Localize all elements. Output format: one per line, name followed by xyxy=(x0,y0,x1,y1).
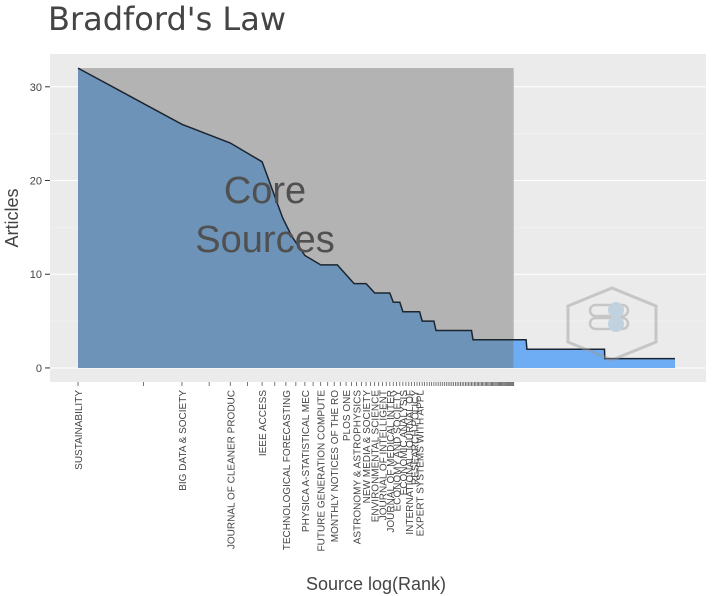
y-tick-label: 20 xyxy=(30,176,42,188)
x-tick-label: EXPERT SYSTEMS WITH APPL xyxy=(416,390,427,537)
x-tick-label: ASTRONOMY & ASTROPHYSICS xyxy=(353,390,364,545)
y-tick-label: 30 xyxy=(30,82,42,94)
y-axis-title: Articles xyxy=(2,188,22,247)
y-axis: 0 10 20 30 xyxy=(30,82,50,375)
x-tick-label: INTERNATIONAL JOURNAL OF xyxy=(405,390,416,535)
y-tick-label: 10 xyxy=(30,269,42,281)
x-tick-label: ECONOMY AND SOCIETY xyxy=(393,390,404,512)
y-tick-label: 0 xyxy=(36,363,42,375)
core-area xyxy=(78,68,514,368)
x-tick-label: FUTURE GENERATION COMPUTE xyxy=(317,390,328,552)
core-label-line: Core xyxy=(224,170,306,212)
tail-area xyxy=(513,339,675,368)
bradford-curve xyxy=(77,67,675,360)
x-tick-label: RESEARCH POLICY xyxy=(410,390,421,485)
x-tick-label: SUSTAINABILITY xyxy=(74,390,85,470)
x-tick-label: ENVIRONMENTAL SCIENCE xyxy=(371,390,382,523)
x-tick-label: JOURNAL OF MEDICAL INTER xyxy=(386,390,397,533)
x-tick-label: IEEE ACCESS xyxy=(258,390,269,456)
x-tick-label: ECONOMIC ANALYSIS xyxy=(399,390,410,496)
x-axis-title: Source log(Rank) xyxy=(306,574,446,594)
chart-title: Bradford's Law xyxy=(48,0,287,38)
x-tick-label: PLOS ONE xyxy=(342,390,353,441)
watermark-logo xyxy=(566,286,658,362)
x-tick-label: JOURNAL OF INTELLIGENT xyxy=(379,390,390,520)
x-axis: SUSTAINABILITY BIG DATA & SOCIETY JOURNAL … xyxy=(74,382,515,552)
x-tick-label: PHYSICA A-STATISTICAL MEC xyxy=(301,390,312,532)
core-sources-label: Core Sources xyxy=(195,170,334,261)
x-tick-label: JOURNAL OF CLEANER PRODUC xyxy=(226,390,237,549)
x-tick-label: TECHNOLOGICAL FORECASTING xyxy=(282,390,293,550)
x-tick-label: NEW MEDIA & SOCIETY xyxy=(362,390,373,504)
core-label-line: Sources xyxy=(195,219,334,261)
x-tick-label: MONTHLY NOTICES OF THE RO xyxy=(330,390,341,542)
x-tick-label: BIG DATA & SOCIETY xyxy=(178,390,189,491)
